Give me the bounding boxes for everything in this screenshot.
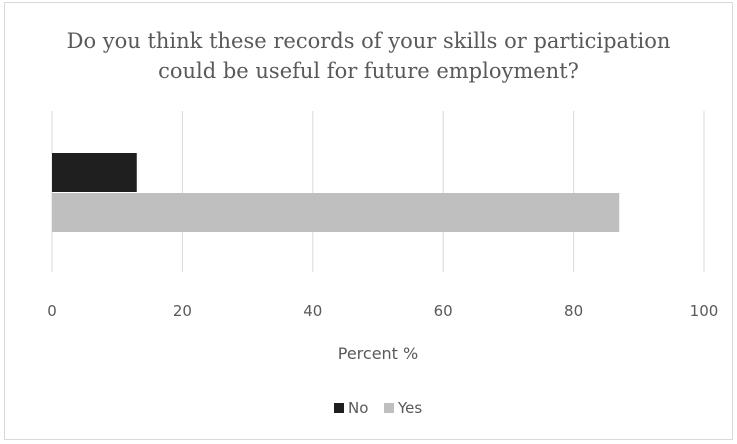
bars <box>52 153 620 232</box>
x-axis-ticks: 0 20 40 60 80 100 <box>47 302 718 320</box>
gridlines <box>51 111 705 272</box>
x-tick-label-60: 60 <box>434 302 453 320</box>
bar-yes <box>52 193 620 232</box>
legend-swatch-yes <box>384 403 394 413</box>
x-tick-label-100: 100 <box>690 302 719 320</box>
x-tick-label-40: 40 <box>303 302 322 320</box>
chart-title-line-1: Do you think these records of your skill… <box>66 29 671 53</box>
legend-label-yes: Yes <box>397 399 422 417</box>
chart-title-line-2: could be useful for future employment? <box>158 59 579 83</box>
x-tick-label-0: 0 <box>47 302 57 320</box>
legend-label-no: No <box>348 399 368 417</box>
legend-swatch-no <box>334 403 344 413</box>
x-axis-title: Percent % <box>338 344 419 363</box>
legend: No Yes <box>334 399 422 417</box>
chart-title: Do you think these records of your skill… <box>0 26 737 86</box>
x-tick-label-80: 80 <box>564 302 583 320</box>
x-tick-label-20: 20 <box>173 302 192 320</box>
bar-no <box>52 153 137 192</box>
